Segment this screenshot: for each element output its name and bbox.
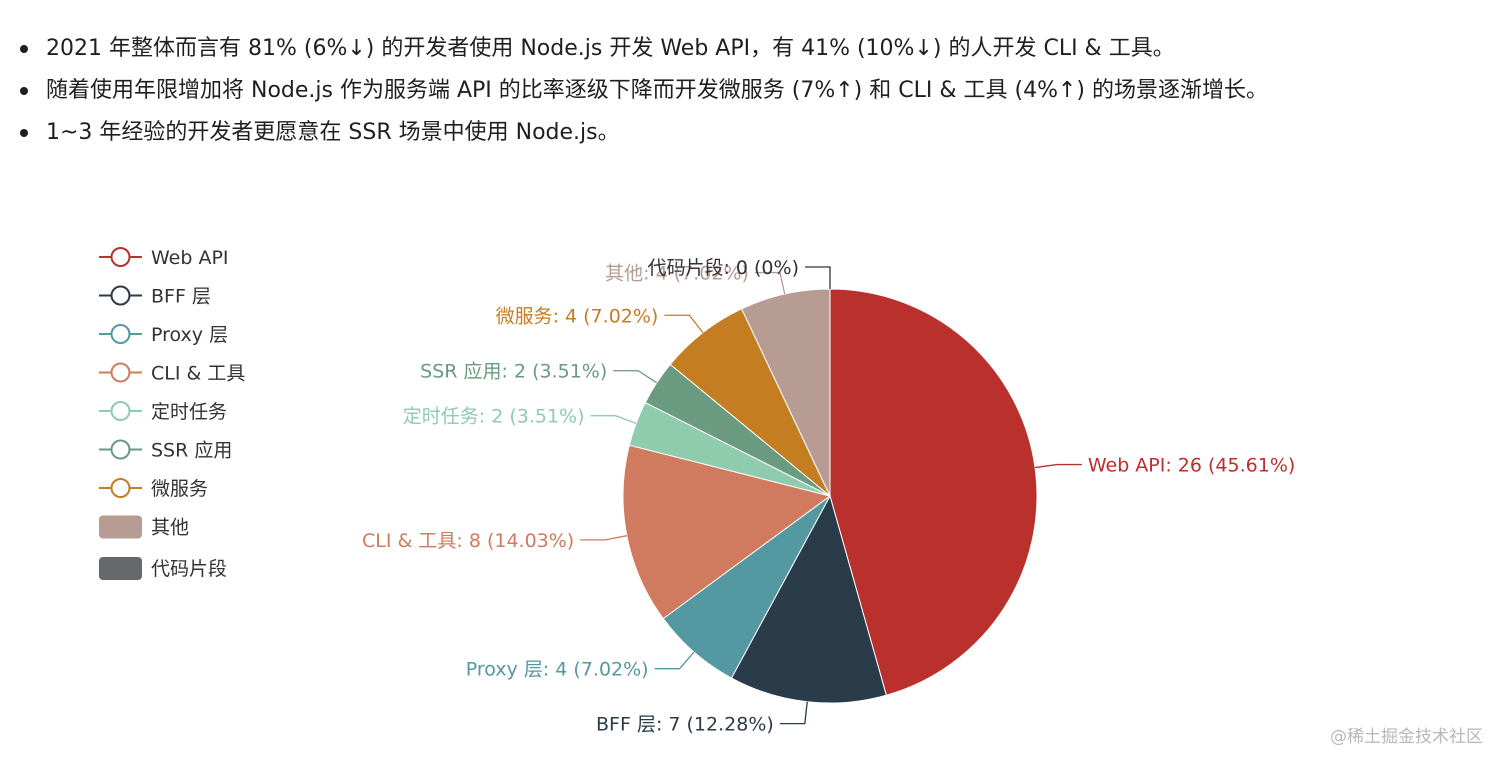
legend-label[interactable]: BFF 层	[151, 286, 211, 308]
label-leader-line	[613, 370, 658, 384]
slice-label: BFF 层: 7 (12.28%)	[596, 714, 774, 736]
watermark-text: @稀土掘金技术社区	[1330, 727, 1483, 747]
slice-label: 代码片段: 0 (0%)	[647, 257, 799, 279]
pie-slice	[730, 494, 887, 704]
slice-label: 定时任务: 2 (3.51%)	[403, 406, 585, 428]
legend-swatch-circle	[110, 247, 131, 267]
legend-swatch-circle	[110, 401, 131, 421]
pie-slices	[622, 288, 1038, 704]
legend-swatch	[99, 515, 142, 539]
pie-labels: Web API: 26 (45.61%) BFF 层: 7 (12.28%) Pro…	[362, 257, 1295, 736]
legend-swatch-circle	[110, 285, 131, 306]
slice-label: CLI & 工具: 8 (14.03%)	[362, 530, 574, 552]
legend-label[interactable]: 代码片段	[151, 558, 227, 580]
legend-swatch-circle	[110, 324, 131, 344]
label-leader-line	[1034, 463, 1082, 469]
legend-label[interactable]: 其他	[151, 517, 189, 539]
label-leader-line	[654, 651, 695, 670]
legend-label[interactable]: CLI & 工具	[151, 363, 245, 385]
legend-swatch	[99, 557, 142, 580]
slice-label: Proxy 层: 4 (7.02%)	[466, 659, 649, 681]
summary-bullets: 2021 年整体而言有 81% (6%↓) 的开发者使用 Node.js 开发 …	[18, 28, 1268, 154]
legend-swatch-circle	[110, 439, 131, 460]
slice-label: 其他: 4 (7.02%)	[605, 263, 749, 285]
legend-swatch-circle	[110, 478, 131, 498]
label-leader-line	[805, 266, 831, 289]
label-leader-line	[754, 271, 786, 295]
bullet-item: 1~3 年经验的开发者更愿意在 SSR 场景中使用 Node.js。	[18, 112, 1268, 154]
legend-label[interactable]: Web API	[151, 247, 229, 269]
label-leader-line	[590, 415, 637, 425]
legend-swatch-circle	[110, 362, 131, 383]
legend-label[interactable]: 微服务	[151, 478, 208, 500]
bullet-item: 随着使用年限增加将 Node.js 作为服务端 API 的比率逐级下降而开发微服…	[18, 70, 1268, 112]
legend-label[interactable]: SSR 应用	[151, 440, 232, 462]
slice-label: 微服务: 4 (7.02%)	[496, 305, 659, 327]
legend-label[interactable]: 定时任务	[151, 401, 227, 423]
pie-slice	[622, 444, 832, 620]
bullet-item: 2021 年整体而言有 81% (6%↓) 的开发者使用 Node.js 开发 …	[18, 28, 1268, 70]
pie-slice	[829, 288, 1038, 696]
legend-label[interactable]: Proxy 层	[151, 324, 228, 346]
label-leader-line	[779, 701, 808, 725]
label-leader-line	[664, 314, 704, 334]
slice-label: SSR 应用: 2 (3.51%)	[420, 361, 607, 383]
label-leader-line	[580, 535, 627, 541]
slice-label: Web API: 26 (45.61%)	[1088, 455, 1295, 477]
